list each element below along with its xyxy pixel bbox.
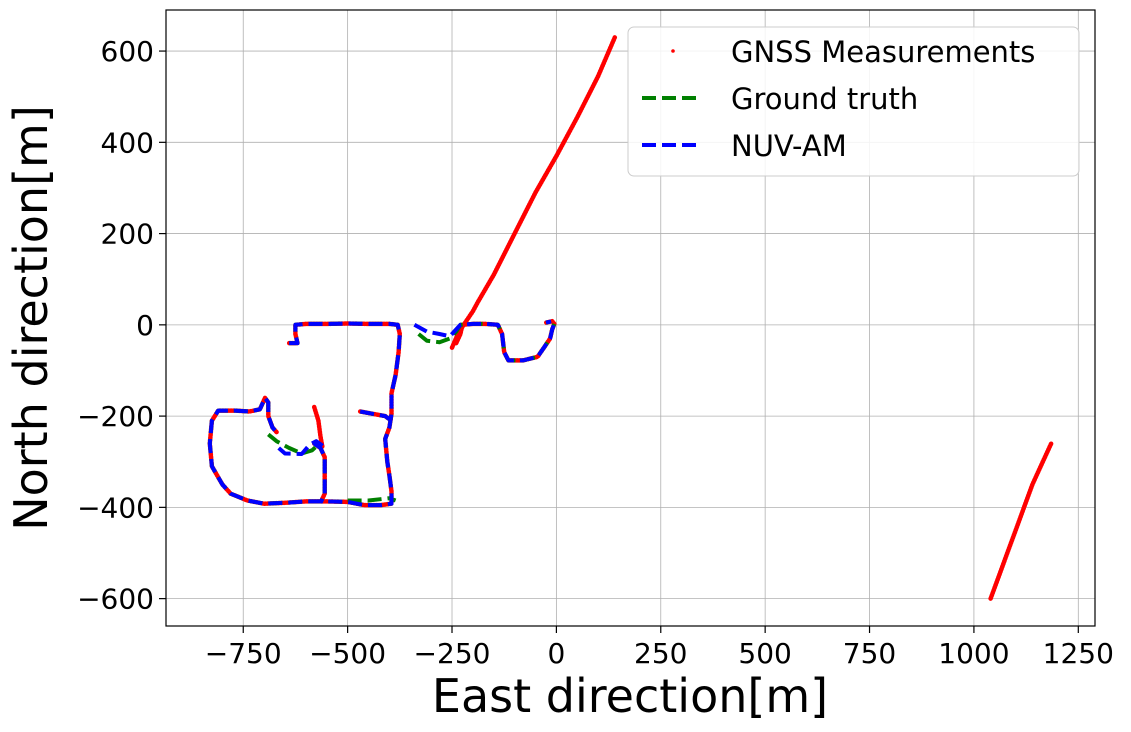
legend-gnss-marker [671,49,675,53]
y-tick-label: 400 [101,126,154,159]
track-nuv-am [359,409,393,423]
y-tick-label: 0 [136,309,154,342]
x-tick-label: −750 [205,637,282,670]
legend-box [627,26,1080,177]
gnss-track-gnss-measurements [311,404,325,451]
x-tick-label: 500 [738,637,791,670]
x-axis-title: East direction[m] [432,669,828,723]
track-nuv-am [313,441,327,504]
x-tick-label: 250 [634,637,687,670]
y-tick-label: 600 [101,35,154,68]
x-tick-label: 1250 [1043,637,1114,670]
gnss-track-gnss-measurements [988,441,1054,601]
y-tick-label: −200 [77,400,154,433]
legend-ground-truth-label: Ground truth [731,82,918,116]
track-nuv-am [413,319,557,363]
x-tick-label: 750 [843,637,896,670]
series-nuv-am [207,319,557,508]
x-tick-label: 0 [547,637,565,670]
plot-frame [165,9,1096,627]
y-tick-label: −600 [77,583,154,616]
y-tick-label: 200 [101,218,154,251]
x-tick-label: −250 [414,637,491,670]
x-tick-label: 1000 [938,637,1009,670]
y-axis-title: North direction[m] [4,105,58,531]
y-tick-label: −400 [77,491,154,524]
series-layer [207,35,1054,601]
legend-nuv-am-label: NUV-AM [731,129,847,163]
track-nuv-am [207,321,402,508]
track-nuv-am [277,439,324,456]
track-ground-truth [347,496,397,503]
legend: GNSS Measurements Ground truth NUV-AM [627,26,1080,177]
axis-ticks: −750 −500 −250 0 250 500 750 1000 1250 −600 −400 −2… [77,35,1114,670]
track-ground-truth [267,432,320,456]
x-tick-label: −500 [309,637,386,670]
legend-gnss-label: GNSS Measurements [731,35,1035,69]
